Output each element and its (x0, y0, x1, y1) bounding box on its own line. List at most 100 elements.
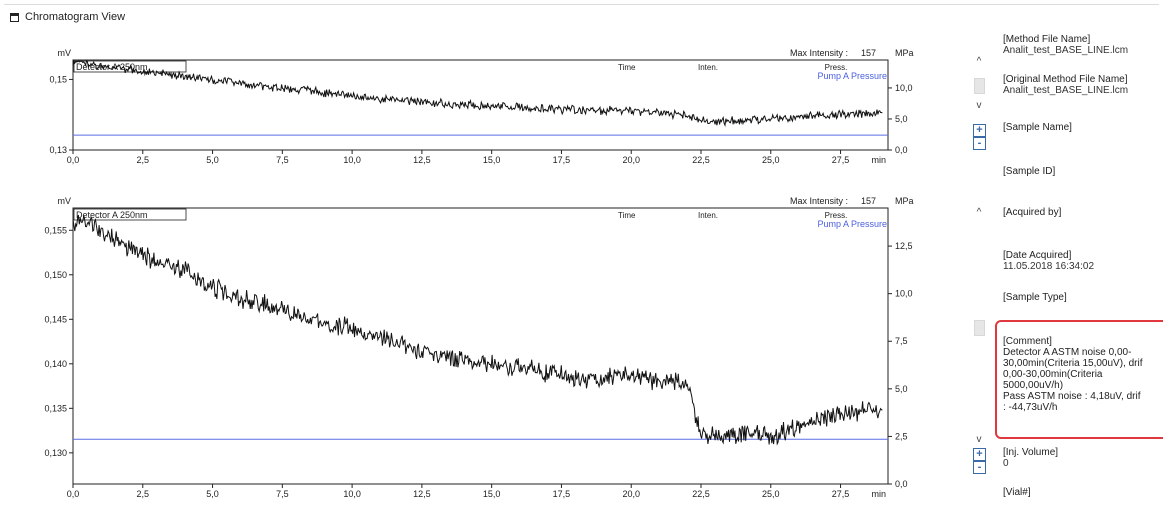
x-tick-label: 5,0 (206, 155, 219, 165)
detector-trace (72, 214, 883, 446)
x-tick-label: 15,0 (483, 155, 501, 165)
chromatogram-chart-top[interactable]: 0,0 2,5 5,0 7,5 10,0 12,5 15,0 17,5 20,0 22,5 25,0… (0, 12, 960, 182)
detector-legend-label: Detector A 250nm (76, 210, 148, 220)
y2-tick-label: 2,5 (895, 431, 908, 441)
title-bar: Chromatogram View (10, 8, 125, 26)
x-tick-label: 2,5 (137, 489, 150, 499)
info-date-acquired: [Date Acquired] 11.05.2018 16:34:02 (1003, 250, 1094, 272)
comment-line: : -44,73uV/h (1003, 402, 1058, 413)
x-tick-label: 15,0 (483, 489, 501, 499)
info-comment: [Comment] Detector A ASTM noise 0,00- 30… (1003, 336, 1143, 413)
y2-tick-label: 5,0 (895, 114, 908, 124)
comment-line: 5000,00uV/h) (1003, 380, 1064, 391)
y-tick-label: 0,13 (49, 145, 67, 155)
y2-tick-label: 7,5 (895, 336, 908, 346)
y2-axis-unit: MPa (895, 196, 914, 206)
pump-legend-label: Pump A Pressure (817, 219, 887, 229)
info-label: [Inj. Volume] (1003, 447, 1059, 458)
info-method-file: [Method File Name] Analit_test_BASE_LINE… (1003, 34, 1128, 56)
info-label: [Method File Name] (1003, 34, 1091, 45)
y2-tick-label: 0,0 (895, 145, 908, 155)
y-axis-unit: mV (58, 196, 72, 206)
y2-tick-label: 10,0 (895, 83, 913, 93)
comment-line: 0,00-30,00min(Criteria (1003, 369, 1103, 380)
window-title: Chromatogram View (25, 11, 126, 23)
y-tick-label: 0,130 (44, 448, 67, 458)
x-tick-label: 12,5 (413, 155, 431, 165)
x-tick-label: 22,5 (692, 155, 710, 165)
x-axis-unit: min (871, 155, 886, 165)
info-label: [Sample ID] (1003, 166, 1056, 177)
zoom-out-icon[interactable]: - (973, 461, 986, 474)
y-tick-label: 0,15 (49, 74, 67, 84)
y2-tick-label: 0,0 (895, 479, 908, 489)
x-tick-label: 12,5 (413, 489, 431, 499)
info-label: [Sample Type] (1003, 292, 1067, 303)
x-tick-label: 7,5 (276, 489, 289, 499)
info-value: 11.05.2018 16:34:02 (1003, 261, 1095, 272)
y-axis-unit: mV (58, 48, 72, 58)
y2-axis-unit: MPa (895, 48, 914, 58)
legend-col-press: Press. (825, 211, 848, 220)
info-label: [Original Method File Name] (1003, 74, 1128, 85)
info-label: [Date Acquired] (1003, 250, 1072, 261)
x-tick-label: 17,5 (553, 155, 571, 165)
scroll-down-icon[interactable]: v (976, 100, 982, 111)
legend-col-time: Time (618, 211, 636, 220)
x-tick-label: 5,0 (206, 489, 219, 499)
detector-legend-label: Detector A 250nm (76, 62, 148, 72)
x-tick-label: 10,0 (343, 489, 361, 499)
info-sample-type: [Sample Type] (1003, 292, 1067, 303)
max-intensity-value: 157 (861, 48, 876, 58)
info-label: [Sample Name] (1003, 122, 1072, 133)
plot-area[interactable] (72, 207, 889, 485)
comment-line: Detector A ASTM noise 0,00- (1003, 347, 1132, 358)
y-tick-label: 0,150 (44, 270, 67, 280)
y-tick-label: 0,145 (44, 314, 67, 324)
pump-legend-label: Pump A Pressure (817, 71, 887, 81)
info-inj-volume: [Inj. Volume] 0 (1003, 447, 1058, 469)
x-tick-label: 10,0 (343, 155, 361, 165)
info-label: [Acquired by] (1003, 207, 1062, 218)
legend-col-inten: Inten. (698, 211, 718, 220)
x-tick-label: 20,0 (622, 489, 640, 499)
y-tick-label: 0,155 (44, 225, 67, 235)
info-value: Analit_test_BASE_LINE.lcm (1003, 45, 1129, 56)
legend-col-press: Press. (825, 63, 848, 72)
scroll-thumb[interactable] (974, 78, 985, 94)
y-tick-label: 0,140 (44, 359, 67, 369)
scroll-down-icon[interactable]: v (976, 434, 982, 445)
scroll-thumb[interactable] (974, 320, 985, 336)
info-sample-name: [Sample Name] (1003, 122, 1072, 133)
window-icon[interactable] (10, 12, 19, 22)
y2-tick-label: 12,5 (895, 241, 913, 251)
info-value: 0 (1003, 458, 1009, 469)
info-label: [Vial#] (1003, 487, 1031, 498)
scroll-up-icon[interactable]: ^ (976, 207, 982, 218)
zoom-out-icon[interactable]: - (973, 137, 986, 150)
window-frame (4, 4, 1159, 5)
x-tick-label: 2,5 (137, 155, 150, 165)
x-tick-label: 25,0 (762, 489, 780, 499)
detector-legend-box (73, 208, 187, 221)
scroll-up-icon[interactable]: ^ (976, 56, 982, 67)
max-intensity-label: Max Intensity : (790, 196, 848, 206)
x-tick-label: 22,5 (692, 489, 710, 499)
zoom-in-icon[interactable]: + (973, 124, 986, 137)
max-intensity-label: Max Intensity : (790, 48, 848, 58)
comment-highlight (995, 320, 1163, 439)
x-tick-label: 27,5 (832, 489, 850, 499)
x-tick-label: 0,0 (67, 155, 80, 165)
zoom-in-icon[interactable]: + (973, 448, 986, 461)
info-label: [Comment] (1003, 336, 1052, 347)
y2-tick-label: 10,0 (895, 289, 913, 299)
comment-line: 30,00min(Criteria 15,00uV), drif (1003, 358, 1143, 369)
legend-col-inten: Inten. (698, 63, 718, 72)
chromatogram-chart-bottom[interactable]: 0,0 2,5 5,0 7,5 10,0 12,5 15,0 17,5 20,0 22,5 25,0… (0, 190, 960, 509)
info-vial: [Vial#] (1003, 487, 1031, 498)
x-tick-label: 25,0 (762, 155, 780, 165)
x-tick-label: 7,5 (276, 155, 289, 165)
x-tick-label: 0,0 (67, 489, 80, 499)
info-value: Analit_test_BASE_LINE.lcm (1003, 85, 1129, 96)
